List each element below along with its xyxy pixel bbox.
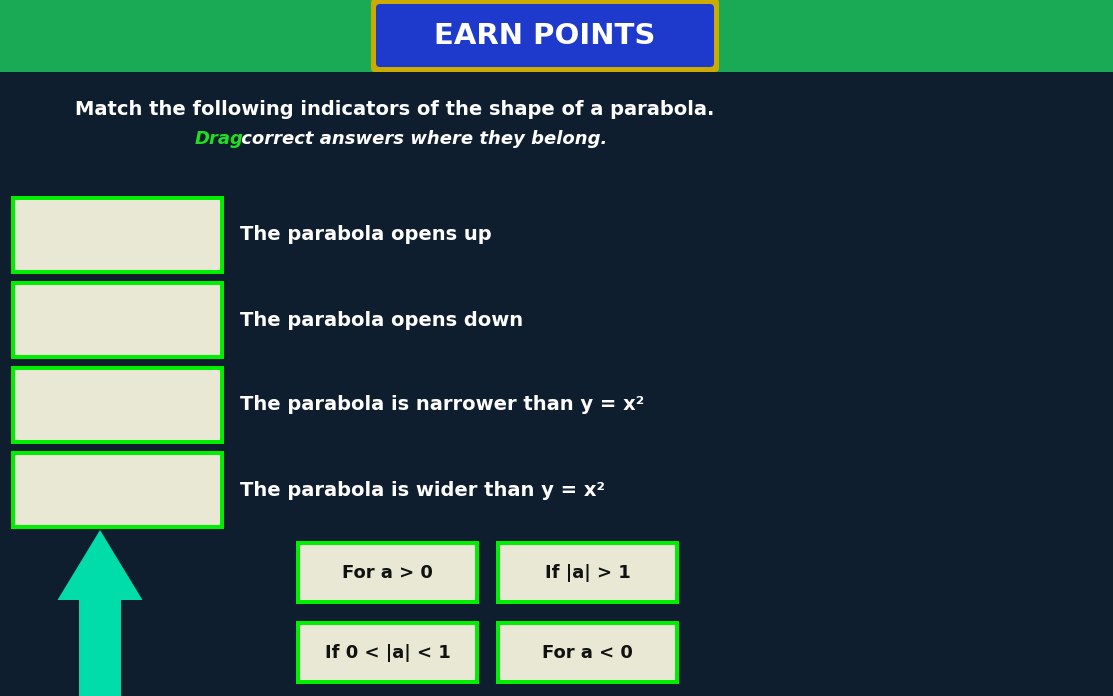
FancyBboxPatch shape [301,545,475,600]
FancyBboxPatch shape [11,196,224,274]
FancyBboxPatch shape [500,545,674,600]
FancyBboxPatch shape [11,451,224,529]
FancyBboxPatch shape [500,625,674,680]
Text: For a < 0: For a < 0 [542,644,633,661]
Text: For a > 0: For a > 0 [342,564,433,581]
Text: correct answers where they belong.: correct answers where they belong. [235,130,608,148]
Text: Match the following indicators of the shape of a parabola.: Match the following indicators of the sh… [75,100,715,119]
Text: If |a| > 1: If |a| > 1 [544,564,630,581]
FancyBboxPatch shape [301,625,475,680]
FancyBboxPatch shape [296,541,479,604]
FancyBboxPatch shape [14,200,220,270]
FancyBboxPatch shape [496,541,679,604]
Text: The parabola is wider than y = x²: The parabola is wider than y = x² [240,480,605,500]
Text: The parabola opens up: The parabola opens up [240,226,492,244]
FancyBboxPatch shape [371,0,719,72]
Polygon shape [58,530,142,696]
FancyBboxPatch shape [11,281,224,359]
Text: If 0 < |a| < 1: If 0 < |a| < 1 [325,644,451,661]
Text: The parabola is narrower than y = x²: The parabola is narrower than y = x² [240,395,644,415]
FancyBboxPatch shape [0,0,1113,72]
Text: The parabola opens down: The parabola opens down [240,310,523,329]
FancyBboxPatch shape [296,621,479,684]
FancyBboxPatch shape [14,455,220,525]
FancyBboxPatch shape [14,370,220,440]
Text: Drag: Drag [195,130,244,148]
FancyBboxPatch shape [14,285,220,355]
Text: EARN POINTS: EARN POINTS [434,22,656,49]
FancyBboxPatch shape [11,366,224,444]
FancyBboxPatch shape [376,4,715,67]
FancyBboxPatch shape [496,621,679,684]
